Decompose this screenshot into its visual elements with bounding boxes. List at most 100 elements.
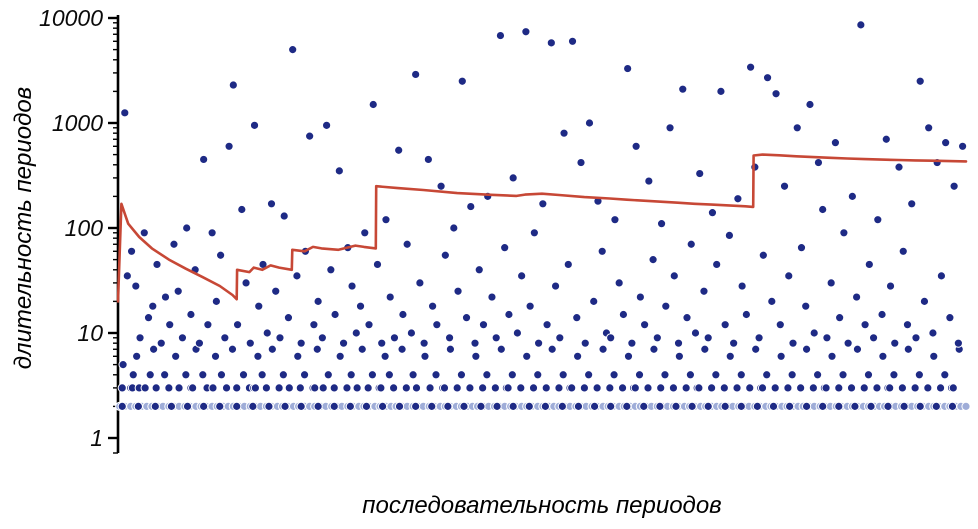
scatter-point (208, 383, 218, 393)
scatter-point (459, 401, 469, 411)
scatter-point (227, 344, 238, 354)
scatter-point (894, 162, 904, 172)
scatter-point (220, 333, 230, 343)
scatter-point (630, 383, 640, 393)
scatter-point (264, 401, 274, 411)
scatter-point (313, 401, 323, 411)
scatter-point (720, 320, 730, 330)
scatter-point (661, 301, 671, 311)
scatter-point (953, 338, 963, 348)
scatter-point (736, 370, 746, 380)
scatter-point (419, 338, 429, 348)
scatter-point (931, 401, 941, 411)
scatter-point (720, 401, 730, 411)
scatter-point (573, 401, 584, 411)
scatter-point (890, 338, 900, 348)
scatter-point (329, 383, 339, 393)
scatter-point (342, 383, 352, 393)
scatter-point (729, 338, 739, 348)
scatter-point (149, 344, 159, 354)
scatter-point (457, 76, 467, 86)
scatter-point (495, 30, 506, 41)
scatter-point (703, 401, 713, 411)
scatter-point (572, 313, 582, 323)
scatter-point (558, 370, 568, 380)
scatter-point (334, 166, 344, 176)
scatter-point (148, 301, 158, 311)
scatter-point (368, 99, 378, 110)
scatter-point (345, 401, 355, 411)
scatter-point (346, 370, 356, 380)
scatter-point (559, 128, 569, 138)
scatter-point (751, 344, 761, 354)
scatter-point (669, 271, 679, 281)
scatter-point (199, 401, 209, 411)
scatter-point (776, 351, 786, 361)
scatter-point (745, 383, 755, 393)
scatter-point (808, 383, 818, 393)
scatter-point (384, 370, 394, 380)
scatter-point (801, 301, 811, 311)
scatter-point (431, 370, 441, 380)
scatter-point (852, 292, 862, 302)
scatter-point (787, 370, 797, 380)
scatter-point (470, 338, 480, 348)
scatter-point (898, 246, 908, 256)
scatter-point (547, 344, 557, 354)
scatter-point (492, 401, 502, 411)
scatter-point (655, 401, 665, 411)
scatter-point (361, 401, 372, 411)
scatter-point (859, 383, 869, 393)
scatter-point (318, 383, 328, 393)
scatter-point (151, 383, 161, 393)
scatter-point (248, 401, 258, 411)
scatter-point (312, 344, 322, 354)
scatter-point (635, 292, 645, 302)
scatter-point (775, 320, 785, 330)
scatter-point (567, 383, 577, 393)
scatter-point (961, 401, 971, 411)
scatter-point (271, 286, 281, 296)
scatter-point (177, 333, 188, 343)
scatter-point (232, 383, 242, 393)
scatter-point (381, 215, 391, 225)
scatter-point (427, 401, 437, 411)
scatter-point (868, 333, 879, 343)
y-tick-label: 10000 (39, 5, 103, 31)
scatter-point (678, 84, 688, 94)
scatter-point (707, 383, 717, 393)
scatter-point (347, 281, 357, 291)
scatter-point (610, 215, 620, 225)
scatter-point (512, 328, 523, 338)
scatter-point (866, 401, 876, 411)
scatter-point (883, 401, 893, 411)
scatter-point (846, 383, 857, 393)
scatter-point (540, 401, 550, 411)
scatter-point (250, 383, 260, 393)
scatter-point (788, 338, 798, 348)
scatter-point (783, 383, 793, 393)
scatter-point (617, 383, 628, 393)
scatter-point (707, 208, 718, 218)
scatter-point (631, 141, 641, 151)
scatter-point (915, 401, 925, 411)
scatter-point (606, 333, 616, 343)
scatter-point (639, 401, 649, 411)
scatter-point (257, 370, 267, 380)
scatter-point (643, 383, 653, 393)
scatter-point (801, 344, 812, 354)
scatter-point (164, 383, 174, 393)
scatter-point (171, 351, 181, 361)
scatter-point (914, 370, 924, 380)
scatter-point (627, 338, 637, 348)
x-axis-title: последовательность периодов (362, 492, 722, 519)
scatter-point (432, 320, 442, 330)
scatter-point (813, 157, 824, 168)
scatter-point (592, 383, 602, 393)
scatter-point (355, 301, 366, 311)
scatter-point (188, 383, 198, 393)
scatter-point (757, 383, 768, 393)
scatter-point (796, 383, 806, 393)
scatter-point (478, 383, 488, 393)
scatter-point (649, 344, 659, 354)
